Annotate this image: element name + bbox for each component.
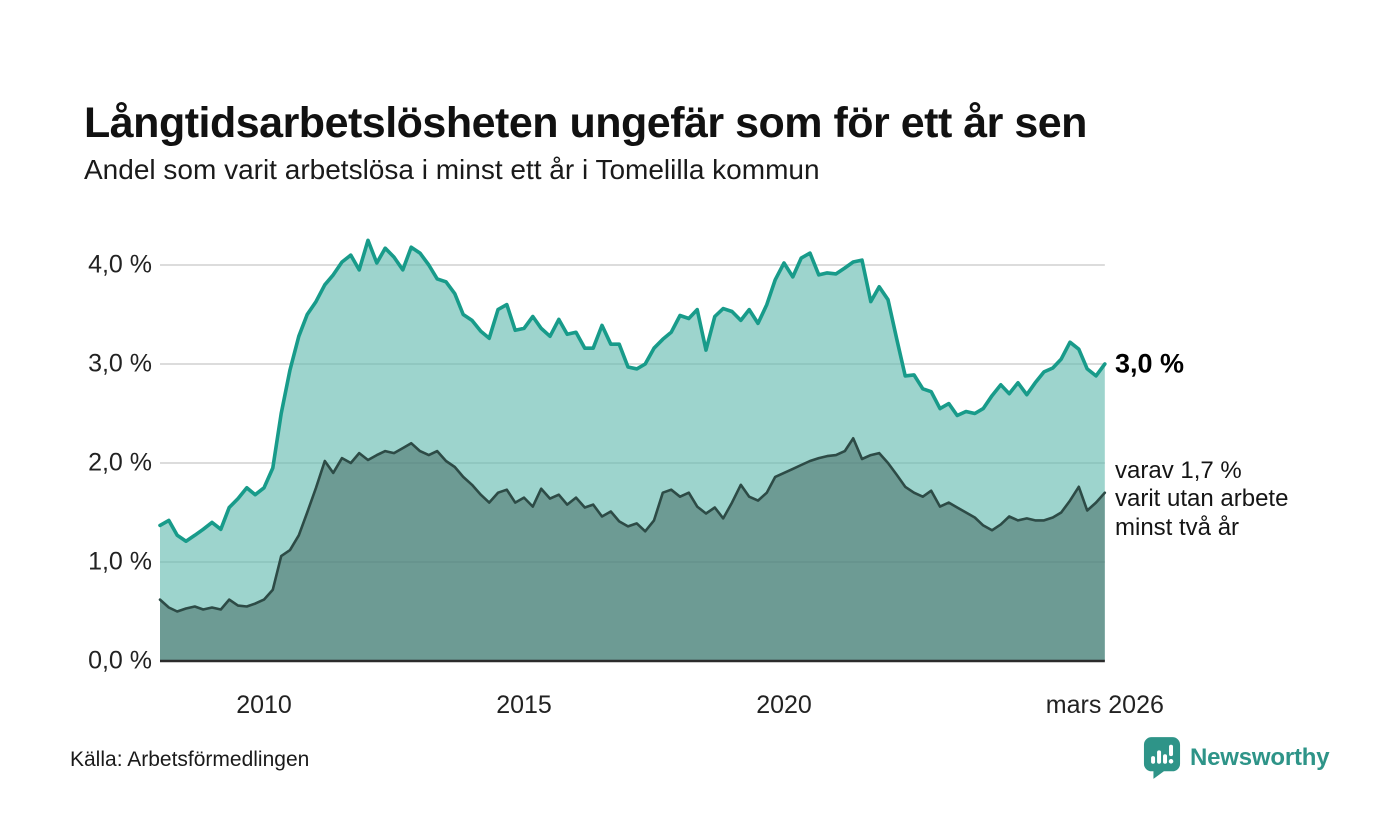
latest-value-label: 3,0 % xyxy=(1115,348,1185,379)
y-tick-label: 1,0 % xyxy=(88,547,152,576)
brand-logo: Newsworthy xyxy=(1143,736,1330,780)
x-tick-label: mars 2026 xyxy=(1045,691,1164,719)
y-tick-label: 4,0 % xyxy=(88,250,152,279)
y-tick-label: 3,0 % xyxy=(88,349,152,378)
x-tick-label: 2020 xyxy=(756,691,812,719)
line-one-year xyxy=(158,238,1107,543)
secondary-value-line3: minst två år xyxy=(1115,513,1240,541)
secondary-value-label: varav 1,7 % varit utan arbete minst två … xyxy=(1115,457,1288,542)
y-tick-label: 0,0 % xyxy=(88,646,152,675)
page-subtitle: Andel som varit arbetslösa i minst ett å… xyxy=(84,154,820,185)
area-fill-two-years xyxy=(160,438,1105,661)
newsworthy-logo-icon xyxy=(1143,737,1181,779)
logo-bar-3 xyxy=(1163,754,1168,764)
page-title: Långtidsarbetslösheten ungefär som för e… xyxy=(84,98,1087,147)
x-tick-label: 2010 xyxy=(236,691,292,719)
logo-speech-bubble xyxy=(1143,737,1181,779)
logo-exclamation-dot xyxy=(1168,759,1174,764)
x-tick-label: 2015 xyxy=(496,691,552,719)
secondary-value-line1: varav 1,7 % xyxy=(1115,457,1242,484)
secondary-value-line2: varit utan arbete xyxy=(1115,485,1289,513)
brand-name: Newsworthy xyxy=(1190,744,1330,771)
y-tick-label: 2,0 % xyxy=(88,448,152,477)
logo-exclamation-bar xyxy=(1169,744,1174,757)
logo-bar-1 xyxy=(1151,756,1156,764)
line-two-years xyxy=(158,437,1107,613)
source-note: Källa: Arbetsförmedlingen xyxy=(70,748,310,771)
logo-bar-2 xyxy=(1157,750,1162,764)
